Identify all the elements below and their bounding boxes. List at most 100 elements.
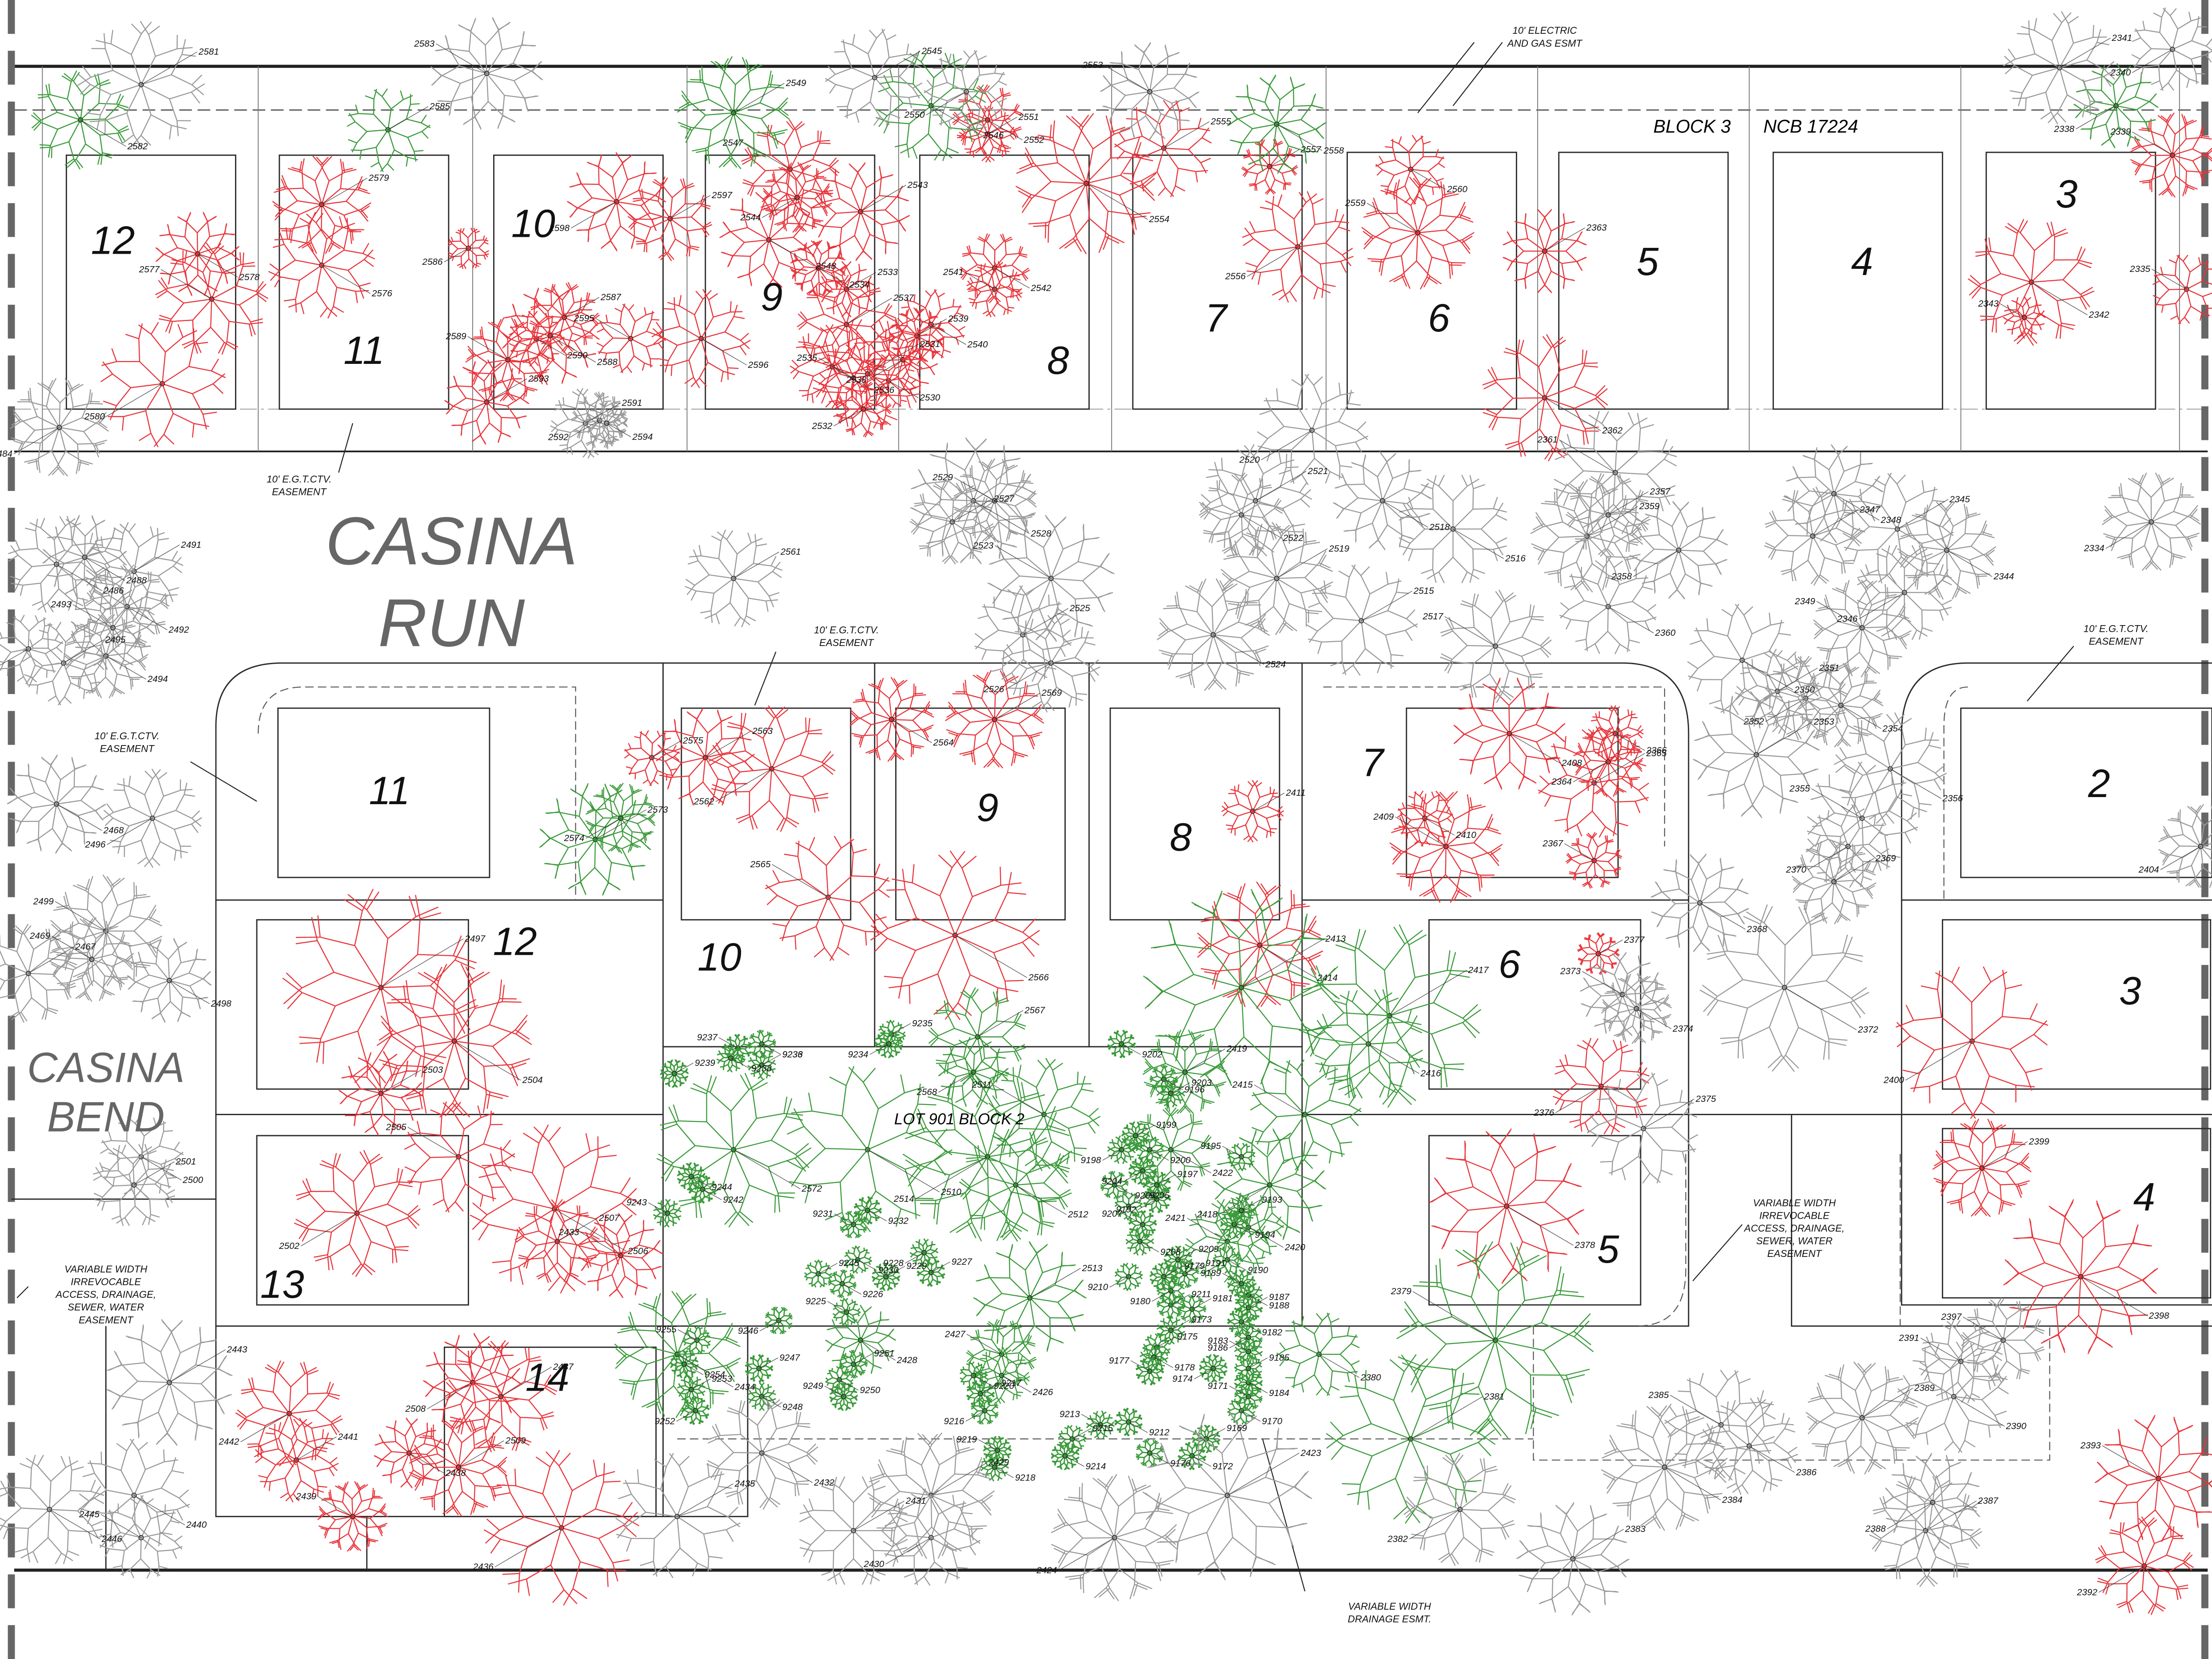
tree-tag: 2410	[1455, 830, 1476, 840]
tree-tag: 2500	[182, 1175, 203, 1185]
street-name: CASINA	[27, 1044, 185, 1091]
tree-tag: 2408	[1561, 758, 1582, 768]
tree-tag: 2508	[405, 1404, 426, 1414]
tree-tag: 2417	[1468, 965, 1489, 975]
tree-tag: 9204	[1102, 1176, 1122, 1187]
tree-tag: 2441	[338, 1432, 359, 1442]
tree-tag: 2411	[1285, 788, 1305, 798]
tree-tag: 2540	[967, 339, 988, 350]
tree-tag: 2352	[1743, 716, 1764, 726]
tree-tag: 2390	[2005, 1421, 2026, 1431]
tree-tag: 2558	[1323, 145, 1344, 156]
tree-tag: 2544	[740, 212, 761, 223]
tree-tag: 2423	[1300, 1448, 1321, 1458]
easement-note: VARIABLE WIDTH	[1753, 1197, 1836, 1208]
tree-tag: 2505	[386, 1122, 407, 1132]
tree-tag: 9239	[695, 1058, 715, 1068]
tree-tag: 2592	[548, 432, 569, 443]
tree-tag: 2367	[1542, 838, 1563, 849]
tree-tag: 2548	[815, 261, 836, 271]
tree-tag: 2435	[734, 1479, 755, 1489]
tree-tag: 2363	[1586, 223, 1607, 233]
tree-tag: 2583	[414, 39, 434, 49]
tree-tag: 2569	[1041, 688, 1062, 698]
tree-tag: 9225	[805, 1296, 826, 1306]
tree-tag: 2377	[1624, 935, 1645, 945]
tree-tag: 2492	[168, 625, 189, 635]
tree-tag: 9173	[1192, 1315, 1212, 1325]
tree-tag: 9186	[1208, 1343, 1228, 1353]
tree-tag: 2579	[368, 173, 389, 183]
tree-tag: 2561	[780, 547, 801, 557]
tree-tag: 9200	[1170, 1155, 1191, 1165]
easement-note: EASEMENT	[2089, 636, 2144, 647]
tree-tag: 2537	[893, 293, 914, 303]
tree-tag: 2347	[1859, 504, 1881, 514]
tree-tag: 2341	[2111, 33, 2132, 43]
tree-tag: 9229	[906, 1261, 927, 1271]
tree-tag: 2520	[1239, 455, 1260, 465]
block-label: BLOCK 3	[1653, 116, 1730, 136]
tree-tag: 2525	[1069, 603, 1090, 614]
tree-tag: 2413	[1325, 933, 1346, 944]
tree-tag: 9184	[1269, 1388, 1289, 1398]
easement-note: 10' ELECTRIC	[1512, 25, 1577, 36]
tree-tag: 9170	[1262, 1416, 1282, 1426]
tree-tag: 2532	[812, 421, 833, 431]
tree-tag: 2421	[1165, 1213, 1186, 1223]
tree-tag: 2351	[1819, 663, 1840, 673]
tree-tag: 2433	[558, 1227, 579, 1237]
tree-tag: 9211	[1192, 1289, 1211, 1300]
tree-tag: 2494	[147, 674, 168, 684]
tree-tag: 2542	[1030, 283, 1051, 293]
tree-tag: 2563	[752, 726, 773, 736]
easement-note: ACCESS, DRAINAGE,	[55, 1289, 156, 1300]
tree-tag: 9176	[1170, 1459, 1191, 1469]
tree-tag: 9246	[738, 1326, 758, 1336]
tree-tag: 9198	[1080, 1155, 1101, 1165]
tree-tag: 2426	[1032, 1387, 1053, 1397]
tree-tag: 9215	[1092, 1423, 1113, 1433]
tree-tag: 2370	[1786, 865, 1806, 875]
lot-number: 3	[2056, 172, 2077, 216]
easement-note: ACCESS, DRAINAGE,	[1743, 1223, 1845, 1234]
tree-tag: 2587	[600, 292, 622, 303]
tree-tag: 9226	[863, 1289, 883, 1300]
easement-note: 10' E.G.T.CTV.	[2084, 623, 2148, 634]
tree-tag: 2556	[1225, 271, 1246, 282]
site-plan: 2578257725802579257625862598259725872588…	[0, 0, 2212, 1659]
tree-tag: 9180	[1130, 1296, 1151, 1306]
tree-tag: 2420	[1284, 1242, 1305, 1252]
tree-tag: 2513	[1082, 1263, 1103, 1273]
tree-tag: 2575	[682, 735, 703, 746]
tree-tag: 9195	[1200, 1141, 1221, 1151]
tree-tag: 2469	[29, 931, 50, 941]
lot-number: 11	[369, 769, 410, 813]
tree-tag: 2419	[1226, 1044, 1247, 1054]
tree-tag: 9190	[1248, 1265, 1268, 1276]
tree-tag: 2404	[2138, 865, 2159, 875]
tree-tag: 9247	[779, 1352, 800, 1363]
tree-tag: 9209	[1198, 1244, 1219, 1254]
tree-tag: 2387	[1977, 1496, 1999, 1506]
tree-tag: 2533	[877, 267, 898, 277]
tree-tag: 9255	[656, 1324, 677, 1335]
tree-tag: 2574	[564, 833, 585, 843]
tree-tag: 2384	[1722, 1495, 1742, 1505]
lot-number: 11	[343, 328, 384, 372]
tree-tag: 2591	[622, 398, 642, 408]
tree-tag: 2431	[905, 1496, 926, 1506]
tree-tag: 9237	[697, 1033, 718, 1043]
tree-tag: 2374	[1672, 1024, 1693, 1034]
tree-tag: 2529	[932, 472, 953, 483]
tree-tag: 9194	[1255, 1230, 1275, 1240]
lot-number: 8	[1047, 338, 1069, 382]
tree-tag: 9231	[813, 1209, 833, 1219]
tree-tag: 2515	[1413, 586, 1434, 596]
tree-tag: 2398	[2148, 1311, 2169, 1321]
tree-tag: 2343	[1978, 299, 1999, 309]
tree-tag: 9244	[712, 1182, 732, 1192]
lot-number: 9	[761, 275, 782, 319]
tree-tag: 2541	[943, 267, 964, 277]
tree-tag: 9238	[751, 1064, 772, 1074]
